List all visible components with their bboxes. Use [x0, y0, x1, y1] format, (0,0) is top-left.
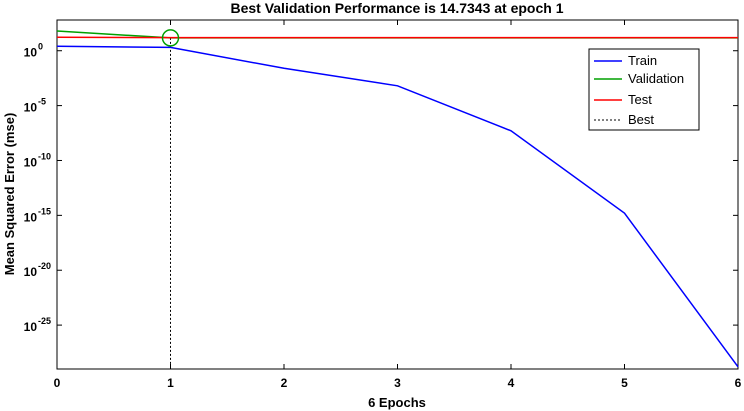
legend-box: [588, 48, 700, 131]
y-tick-exponent: -5: [38, 97, 46, 107]
best-point-marker: [161, 29, 180, 47]
x-tick-label: 5: [621, 376, 628, 390]
y-tick-label: 10: [24, 320, 38, 334]
x-tick-label: 2: [281, 376, 288, 390]
x-axis-label: 6 Epochs: [368, 395, 426, 410]
y-tick-exponent: -20: [38, 261, 51, 271]
y-tick-exponent: -15: [38, 206, 51, 216]
legend-label-train: Train: [628, 53, 657, 68]
x-tick-label: 1: [167, 376, 174, 390]
legend-label-best: Best: [628, 112, 654, 127]
y-tick-exponent: -10: [38, 151, 51, 161]
x-tick-label: 4: [508, 376, 515, 390]
y-tick-label: 10: [24, 265, 38, 279]
y-axis-label: Mean Squared Error (mse): [2, 113, 17, 276]
series-line-train: [56, 45, 739, 368]
legend: Train Validation Test Best: [588, 48, 700, 131]
legend-label-validation: Validation: [628, 71, 684, 86]
series-layer: [56, 29, 739, 369]
chart-title: Best Validation Performance is 14.7343 a…: [230, 0, 563, 16]
x-tick-label: 0: [54, 376, 61, 390]
y-tick-exponent: 0: [38, 42, 43, 52]
y-tick-label: 10: [24, 155, 38, 169]
y-tick-label: 10: [24, 101, 38, 115]
legend-label-test: Test: [628, 92, 652, 107]
x-tick-label: 3: [394, 376, 401, 390]
y-tick-label: 10: [24, 210, 38, 224]
x-tick-label: 6: [735, 376, 742, 390]
y-tick-exponent: -25: [38, 316, 51, 326]
y-tick-label: 10: [24, 46, 38, 60]
